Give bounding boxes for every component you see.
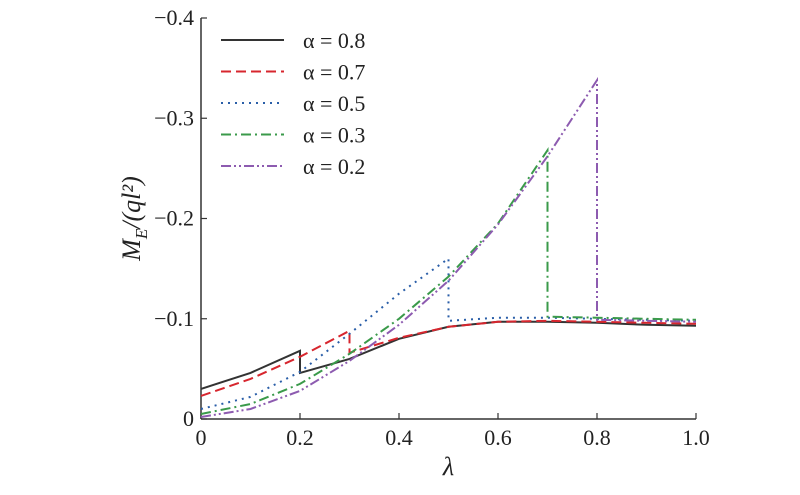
x-tick-label: 1.0 <box>682 425 710 450</box>
y-tick-label: −0.1 <box>154 306 194 331</box>
x-tick-label: 0.2 <box>286 425 314 450</box>
series-line-2 <box>200 256 697 410</box>
series-group <box>200 76 697 418</box>
y-tick-label: 0 <box>183 406 194 431</box>
axes: 0 0.2 0.4 0.6 0.8 1.0 0 −0.1 −0.2 −0.3 −0.4 <box>154 5 710 450</box>
legend-label: α = 0.2 <box>303 154 365 179</box>
x-tick-label: 0.6 <box>484 425 512 450</box>
legend: α = 0.8 α = 0.7 α = 0.5 α = 0.3 α = 0.2 <box>221 28 365 179</box>
x-tick-label: 0.8 <box>583 425 611 450</box>
y-tick-label: −0.4 <box>154 5 194 30</box>
y-tick-label: −0.2 <box>154 206 194 231</box>
y-tick-label: −0.3 <box>154 105 194 130</box>
series-line-0 <box>200 320 697 390</box>
legend-label: α = 0.7 <box>303 60 365 85</box>
legend-label: α = 0.3 <box>303 123 365 148</box>
series-line-1 <box>200 319 697 397</box>
x-axis-title: λ <box>442 452 454 481</box>
x-tick-label: 0 <box>196 425 207 450</box>
series-line-4 <box>200 76 697 418</box>
y-axis-title-text: ME/(ql²) <box>117 176 151 262</box>
legend-label: α = 0.8 <box>303 28 365 53</box>
y-axis-title: ME/(ql²) <box>117 176 151 262</box>
legend-label: α = 0.5 <box>303 91 365 116</box>
x-tick-label: 0.4 <box>385 425 413 450</box>
series-line-3 <box>200 147 697 415</box>
